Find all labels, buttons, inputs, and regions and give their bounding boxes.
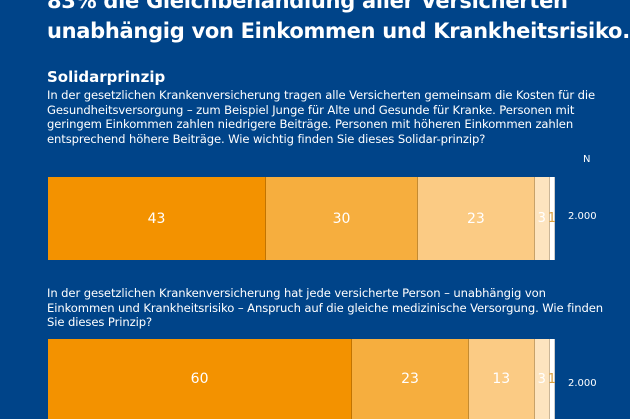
data-label: 1 xyxy=(547,371,557,387)
data-label: 30 xyxy=(332,210,351,227)
stacked-bar-1: 43 30 23 3 1 xyxy=(48,177,557,260)
question-1: In der gesetzlichen Krankenversicherung … xyxy=(47,88,596,146)
bar-segment-5: 1 xyxy=(547,339,557,419)
n-value-1: 2.000 xyxy=(568,211,597,222)
data-label: 3 xyxy=(537,211,546,226)
bar-segment-4: 3 xyxy=(534,177,550,260)
n-header: N xyxy=(583,154,591,165)
headline-line-1: 83% die Gleichbehandlung aller Versicher… xyxy=(47,0,568,13)
bar-segment-1: 60 xyxy=(48,339,353,419)
stacked-bar-2: 60 23 13 3 1 xyxy=(48,339,557,419)
n-value-2: 2.000 xyxy=(568,378,597,389)
bar-segment-3: 13 xyxy=(468,339,535,419)
data-label: 23 xyxy=(401,371,419,387)
bar-segment-3: 23 xyxy=(418,177,535,260)
section-subtitle: Solidarprinzip xyxy=(47,68,166,86)
bar-segment-5: 1 xyxy=(547,177,557,260)
data-label: 43 xyxy=(147,210,166,227)
bar-segment-2: 23 xyxy=(352,339,469,419)
data-label: 13 xyxy=(492,371,511,387)
data-label: 3 xyxy=(537,371,546,387)
bar-segment-4: 3 xyxy=(534,339,550,419)
bar-segment-2: 30 xyxy=(266,177,419,260)
data-label: 23 xyxy=(466,210,485,227)
data-label: 60 xyxy=(190,371,209,387)
data-label: 1 xyxy=(547,211,557,226)
headline: 83% die Gleichbehandlung aller Versicher… xyxy=(47,0,630,46)
bar-segment-1: 43 xyxy=(48,177,266,260)
headline-line-2: unabhängig von Einkommen und Krankheitsr… xyxy=(47,19,630,43)
question-2: In der gesetzlichen Krankenversicherung … xyxy=(47,286,604,329)
